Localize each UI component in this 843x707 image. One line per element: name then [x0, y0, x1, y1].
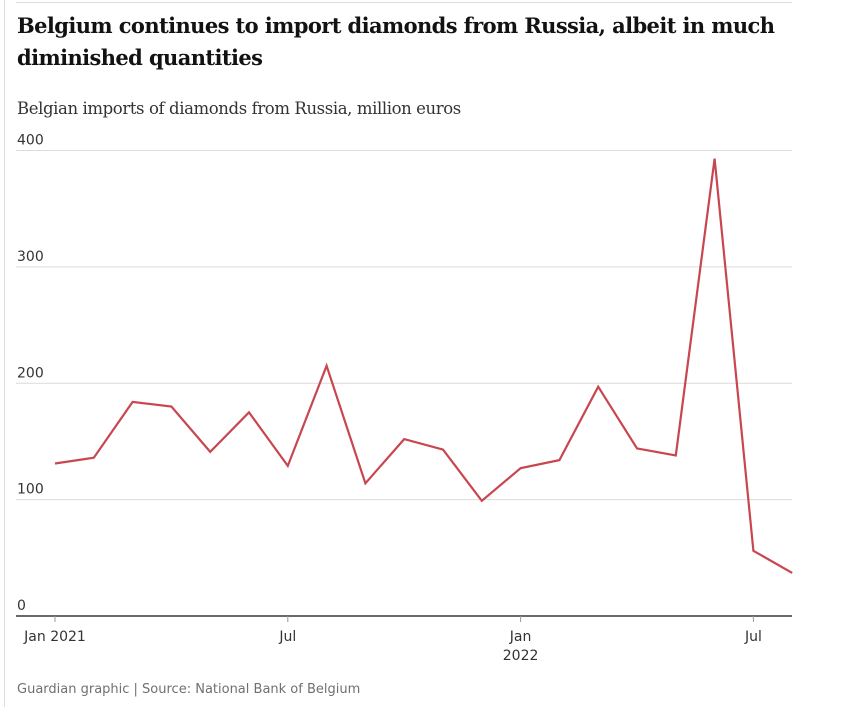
series-line — [54, 158, 793, 574]
chart-source: Guardian graphic | Source: National Bank… — [17, 682, 361, 697]
chart-title: Belgium continues to import diamonds fro… — [17, 13, 775, 70]
x-tick-label: Jan — [509, 629, 532, 645]
y-tick-label: 300 — [17, 249, 44, 265]
y-tick-label: 100 — [17, 482, 44, 498]
x-tick-label: Jul — [278, 629, 296, 645]
chart-subtitle: Belgian imports of diamonds from Russia,… — [17, 99, 461, 118]
y-tick-label: 400 — [17, 133, 44, 149]
x-tick-label: Jul — [744, 629, 762, 645]
x-tick-label-year: 2022 — [503, 648, 539, 664]
top-border-rule — [16, 2, 792, 3]
x-tick-label: Jan 2021 — [23, 629, 86, 645]
left-border-rule — [4, 0, 5, 707]
y-tick-label: 200 — [17, 365, 44, 381]
y-tick-label: 0 — [17, 598, 26, 614]
